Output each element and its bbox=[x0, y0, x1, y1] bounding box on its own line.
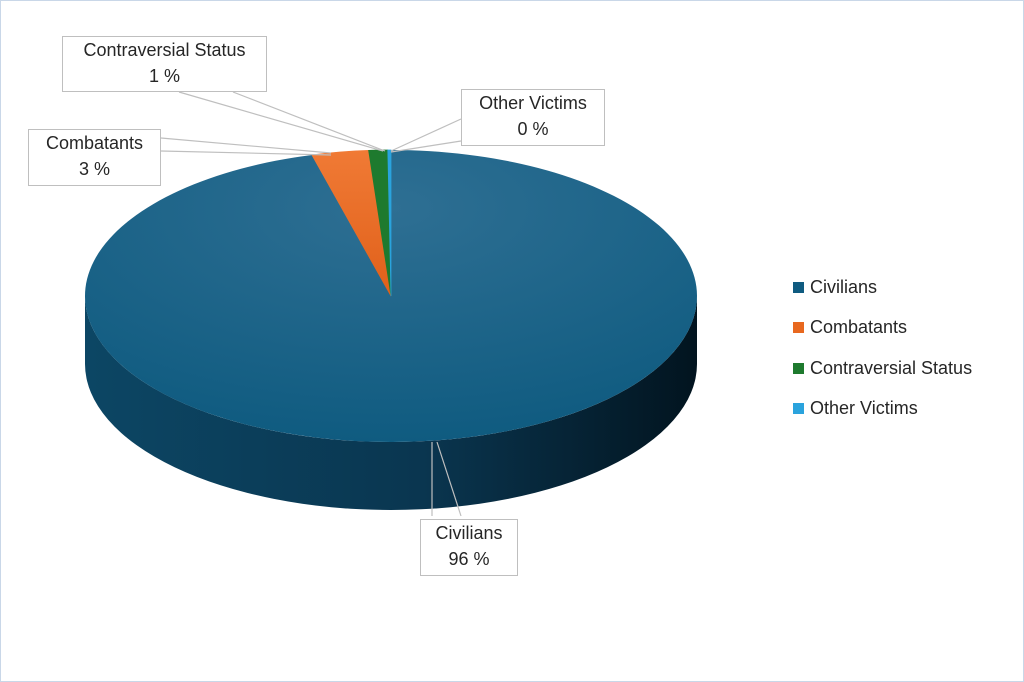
leader-line-contraversial bbox=[178, 91, 384, 152]
legend-swatch bbox=[793, 281, 804, 293]
leader-line-combatants-2 bbox=[160, 150, 332, 156]
data-label-value: 1 % bbox=[148, 66, 181, 86]
data-label-civilians: Civilians 96 % bbox=[420, 519, 518, 576]
legend-label: Other Victims bbox=[810, 398, 918, 419]
data-label-value: 0 % bbox=[517, 119, 549, 139]
data-label-contraversial: Contraversial Status 1 % bbox=[62, 36, 267, 92]
legend-swatch bbox=[793, 362, 804, 374]
legend-swatch bbox=[793, 403, 804, 415]
data-label-combatants: Combatants 3 % bbox=[28, 129, 161, 186]
data-label-name: Combatants bbox=[45, 133, 144, 153]
data-label-name: Other Victims bbox=[479, 93, 587, 113]
leader-line-civilians-2 bbox=[436, 441, 462, 517]
legend-swatch bbox=[793, 322, 804, 334]
legend-item-combatants: Combatants bbox=[793, 308, 972, 349]
data-label-name: Contraversial Status bbox=[83, 40, 246, 60]
legend-item-contraversial: Contraversial Status bbox=[793, 348, 972, 389]
legend-label: Civilians bbox=[810, 276, 878, 297]
legend-item-other-victims: Other Victims bbox=[793, 389, 972, 430]
data-label-value: 3 % bbox=[78, 159, 111, 179]
legend: Civilians Combatants Contraversial Statu… bbox=[793, 267, 972, 429]
leader-line-combatants bbox=[160, 137, 332, 154]
leader-line-other-2 bbox=[390, 140, 462, 153]
pie-side-wall bbox=[85, 296, 697, 510]
pie-slice-other-victims bbox=[387, 149, 392, 297]
data-label-other-victims: Other Victims 0 % bbox=[461, 89, 605, 146]
leader-line-other bbox=[390, 118, 462, 152]
legend-label: Combatants bbox=[810, 317, 908, 338]
legend-label: Contraversial Status bbox=[810, 357, 973, 378]
legend-item-civilians: Civilians bbox=[793, 267, 972, 308]
data-label-value: 96 % bbox=[448, 549, 490, 569]
data-label-name: Civilians bbox=[435, 523, 503, 543]
leader-line-contraversial-2 bbox=[232, 91, 386, 152]
